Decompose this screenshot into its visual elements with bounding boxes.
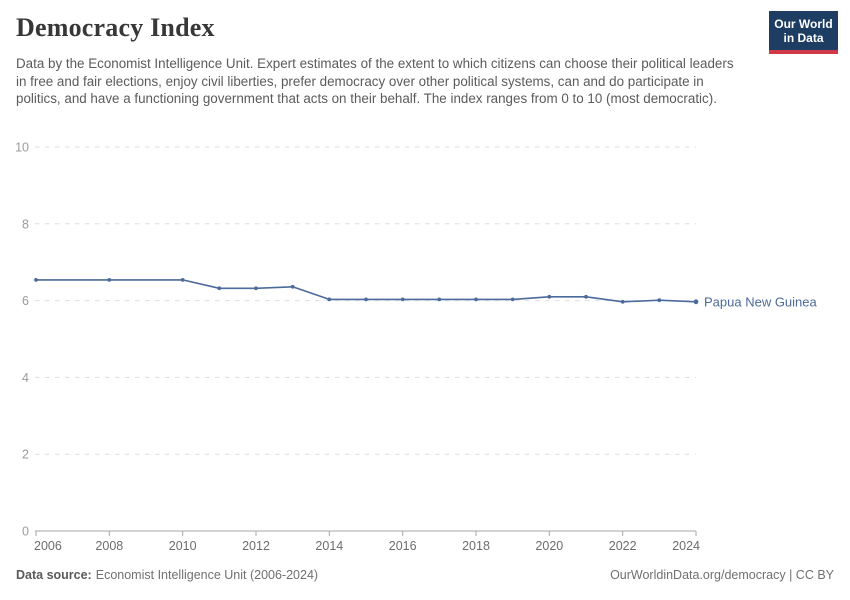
data-point[interactable] xyxy=(327,297,332,302)
page-title: Democracy Index xyxy=(16,13,215,42)
data-point[interactable] xyxy=(620,299,625,304)
data-point[interactable] xyxy=(693,299,699,305)
series-label[interactable]: Papua New Guinea xyxy=(704,294,818,309)
y-tick-label: 10 xyxy=(15,141,29,155)
data-point[interactable] xyxy=(107,278,112,282)
y-tick-label: 0 xyxy=(22,525,29,539)
data-point[interactable] xyxy=(290,284,295,289)
data-point[interactable] xyxy=(217,286,222,291)
x-tick-label: 2020 xyxy=(535,539,563,553)
owid-logo-line2: in Data xyxy=(783,31,824,45)
data-point[interactable] xyxy=(657,298,662,303)
data-source-line: Data source: Economist Intelligence Unit … xyxy=(16,568,318,582)
democracy-index-line-chart[interactable]: 0 2 4 6 8 10 2006 2008 2010 2012 2014 2016 2018 2020 2… xyxy=(0,135,850,560)
chart-subtitle: Data by the Economist Intelligence Unit.… xyxy=(16,56,734,106)
y-tick-label: 6 xyxy=(22,294,29,308)
y-tick-label: 4 xyxy=(22,371,29,385)
y-tick-label: 8 xyxy=(22,217,29,231)
data-point[interactable] xyxy=(474,297,478,302)
data-point[interactable] xyxy=(437,297,442,302)
x-tick-label: 2022 xyxy=(609,539,637,553)
data-point[interactable] xyxy=(254,286,258,291)
x-tick-label: 2008 xyxy=(95,539,123,553)
x-tick-label: 2012 xyxy=(242,539,270,553)
x-tick-label: 2018 xyxy=(462,539,490,553)
x-tick-label: 2006 xyxy=(34,539,62,553)
y-tick-label: 2 xyxy=(22,448,29,462)
credit-link[interactable]: OurWorldinData.org/democracy | CC BY xyxy=(610,568,834,582)
data-point[interactable] xyxy=(400,297,405,302)
data-point[interactable] xyxy=(180,278,185,282)
data-source-value: Economist Intelligence Unit (2006-2024) xyxy=(95,568,319,582)
data-point[interactable] xyxy=(547,294,552,299)
data-point[interactable] xyxy=(510,297,515,302)
data-point[interactable] xyxy=(34,278,38,282)
x-tick-label: 2014 xyxy=(315,539,343,553)
x-tick-label: 2016 xyxy=(389,539,417,553)
data-point[interactable] xyxy=(584,294,588,299)
data-source-label: Data source: xyxy=(16,568,92,582)
x-tick-label: 2010 xyxy=(169,539,197,553)
owid-logo-line1: Our World xyxy=(774,17,833,31)
owid-logo[interactable]: Our World in Data xyxy=(769,11,838,54)
x-tick-label: 2024 xyxy=(672,539,700,553)
data-point[interactable] xyxy=(364,297,368,302)
